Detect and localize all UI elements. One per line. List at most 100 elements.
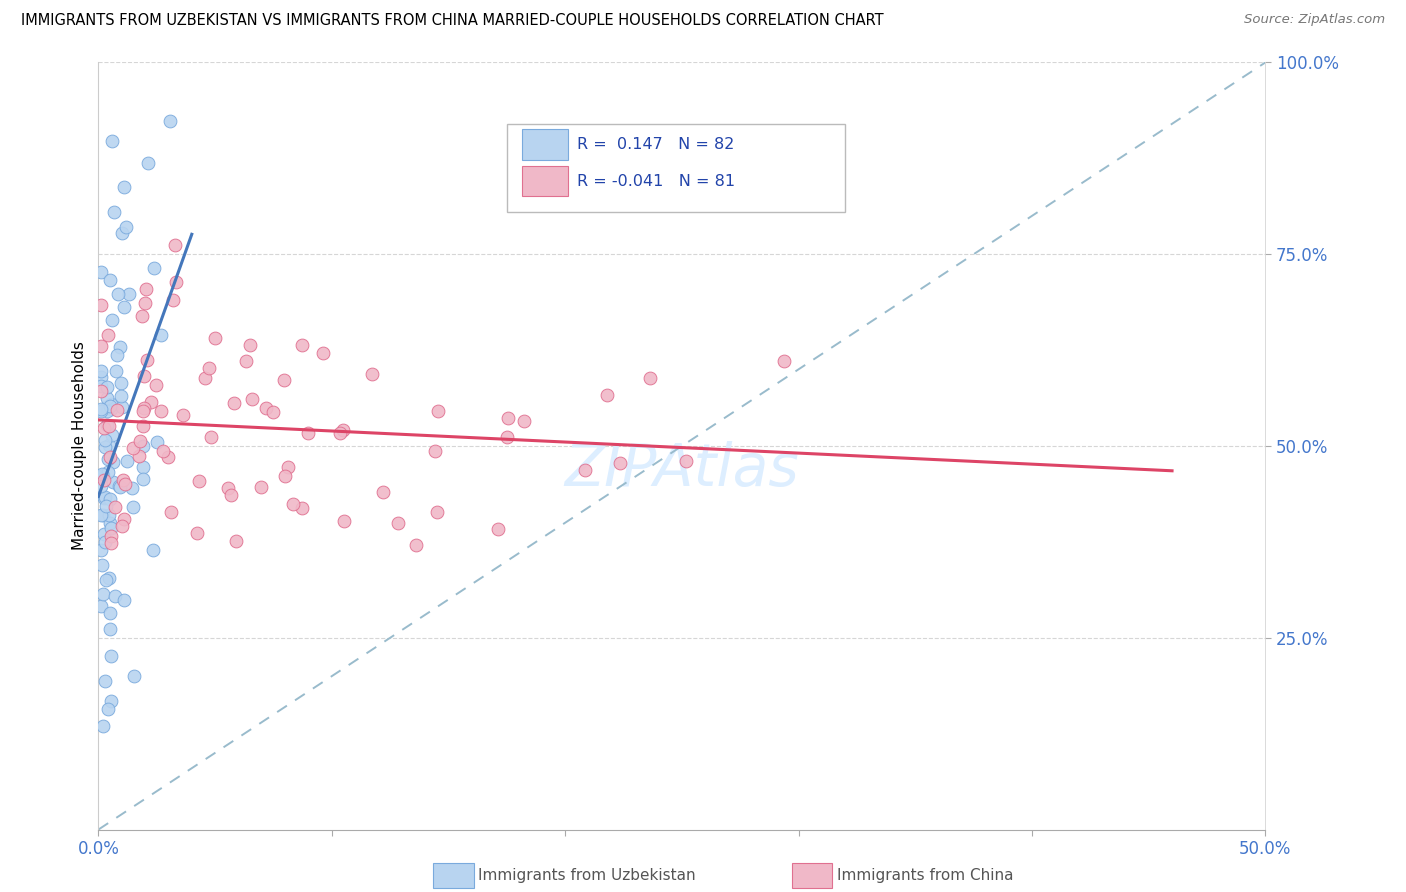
Point [387, 516, 409, 530]
Point [98, 622, 121, 636]
Point [115, 454, 138, 468]
Point [100, 529, 122, 543]
Point [98, 438, 121, 452]
Point [129, 434, 152, 448]
Point [162, 293, 184, 308]
Point [112, 511, 135, 525]
Point [103, 204, 125, 219]
Point [93, 491, 115, 505]
Point [104, 589, 127, 603]
Text: Source: ZipAtlas.com: Source: ZipAtlas.com [1244, 13, 1385, 27]
Point [111, 519, 134, 533]
Point [101, 135, 124, 149]
Point [112, 593, 135, 607]
Point [281, 497, 304, 511]
FancyBboxPatch shape [508, 124, 845, 212]
Point [96, 400, 118, 414]
Y-axis label: Married-couple Households: Married-couple Households [72, 342, 87, 550]
Point [93, 719, 115, 733]
Point [97, 465, 120, 479]
Point [96, 391, 118, 405]
Point [135, 353, 157, 368]
Point [204, 331, 226, 345]
Point [132, 404, 155, 418]
Point [98, 606, 121, 620]
Point [135, 282, 157, 296]
Point [273, 469, 295, 483]
Point [194, 371, 217, 385]
Point [98, 491, 121, 506]
Point [94, 490, 117, 504]
Text: R =  0.147   N = 82: R = 0.147 N = 82 [576, 137, 734, 152]
Point [110, 389, 132, 403]
Point [217, 481, 239, 495]
Point [94, 674, 117, 689]
Point [297, 425, 319, 440]
Point [291, 500, 314, 515]
Point [165, 275, 187, 289]
Point [163, 238, 186, 252]
Point [332, 423, 354, 437]
Point [104, 363, 127, 377]
Point [112, 180, 135, 194]
Point [152, 444, 174, 458]
Point [93, 421, 115, 435]
Point [98, 399, 121, 413]
Point [574, 463, 596, 477]
Point [240, 392, 263, 407]
Point [98, 273, 121, 287]
Point [172, 408, 194, 422]
Point [145, 378, 167, 392]
Point [132, 419, 155, 434]
Point [91, 587, 114, 601]
Point [91, 558, 114, 572]
Point [426, 505, 449, 519]
Point [197, 360, 219, 375]
Point [141, 395, 163, 409]
Point [160, 505, 183, 519]
Point [90, 478, 112, 492]
Point [132, 472, 155, 486]
Text: Immigrants from China: Immigrants from China [837, 869, 1014, 883]
Point [96, 403, 118, 417]
Point [114, 477, 136, 491]
Point [96, 573, 118, 587]
Point [773, 354, 796, 368]
Point [100, 397, 122, 411]
Point [405, 538, 427, 552]
Point [225, 533, 247, 548]
Point [131, 310, 153, 324]
Point [150, 328, 173, 343]
Point [90, 265, 112, 279]
Point [121, 481, 143, 495]
Point [90, 384, 112, 398]
Point [100, 649, 122, 664]
Point [128, 449, 150, 463]
Point [101, 475, 124, 489]
FancyBboxPatch shape [522, 166, 568, 196]
Point [121, 500, 143, 514]
Point [100, 402, 122, 417]
Point [90, 404, 112, 418]
Point [235, 354, 257, 368]
Point [222, 396, 245, 410]
Point [104, 500, 127, 515]
Point [97, 451, 120, 466]
Point [100, 694, 122, 708]
Point [110, 376, 132, 391]
Point [187, 474, 209, 488]
Point [90, 599, 112, 613]
Point [105, 403, 128, 417]
Point [97, 571, 120, 585]
Point [98, 516, 121, 530]
Point [122, 669, 145, 683]
Point [90, 508, 112, 523]
Point [150, 404, 173, 418]
Point [159, 113, 181, 128]
Point [98, 419, 121, 434]
Point [90, 370, 112, 384]
Point [111, 474, 134, 488]
Text: IMMIGRANTS FROM UZBEKISTAN VS IMMIGRANTS FROM CHINA MARRIED-COUPLE HOUSEHOLDS CO: IMMIGRANTS FROM UZBEKISTAN VS IMMIGRANTS… [21, 13, 884, 29]
Point [513, 414, 536, 428]
Point [96, 379, 118, 393]
